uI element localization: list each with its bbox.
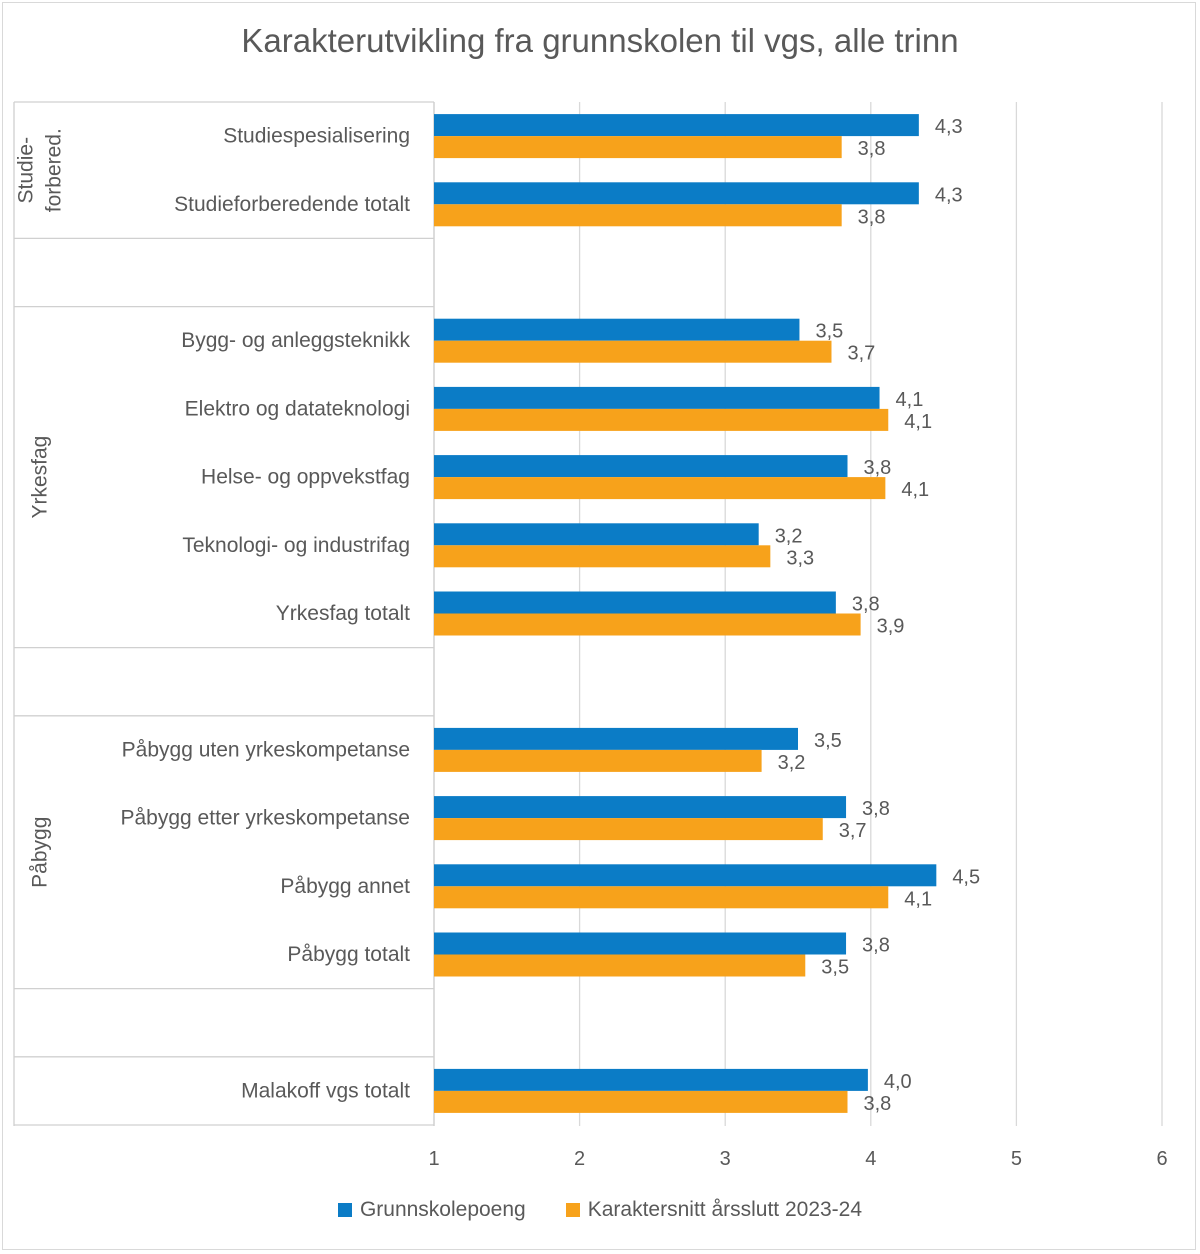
data-label-grunnskolepoeng: 3,8 (852, 594, 880, 616)
group-label-2-line-0: Påbygg (29, 817, 52, 888)
bar-grunnskolepoeng (434, 1068, 868, 1091)
category-label: Teknologi- og industrifag (182, 534, 410, 557)
data-label-karaktersnitt: 3,8 (858, 138, 886, 160)
legend-item-grunnskolepoeng: Grunnskolepoeng (337, 1198, 526, 1222)
bar-karaktersnitt (434, 886, 889, 909)
data-label-karaktersnitt: 3,8 (864, 1093, 892, 1115)
data-label-grunnskolepoeng: 4,3 (935, 116, 963, 138)
x-tick-label-3: 3 (720, 1148, 731, 1170)
category-label: Yrkesfag totalt (276, 602, 410, 625)
x-tick-label-5: 5 (1011, 1148, 1022, 1170)
data-label-karaktersnitt: 3,7 (839, 820, 867, 842)
category-label: Påbygg etter yrkeskompetanse (121, 807, 411, 830)
bar-grunnskolepoeng (434, 114, 919, 137)
x-tick-label-1: 1 (428, 1148, 439, 1170)
category-label: Studieforberedende totalt (174, 193, 410, 216)
data-label-karaktersnitt: 3,2 (778, 752, 806, 774)
data-label-grunnskolepoeng: 4,1 (896, 389, 924, 411)
bar-grunnskolepoeng (434, 932, 847, 955)
category-label: Helse- og oppvekstfag (201, 466, 410, 489)
data-label-grunnskolepoeng: 3,2 (775, 525, 803, 547)
data-label-karaktersnitt: 4,1 (904, 411, 932, 433)
data-label-karaktersnitt: 4,1 (901, 479, 929, 501)
category-label: Studiespesialisering (223, 125, 410, 148)
bar-karaktersnitt (434, 340, 832, 363)
legend-label-grunnskolepoeng: Grunnskolepoeng (359, 1198, 526, 1221)
bar-grunnskolepoeng (434, 455, 848, 478)
data-label-karaktersnitt: 4,1 (904, 888, 932, 910)
group-label-1-line-0: Yrkesfag (29, 436, 52, 519)
data-label-grunnskolepoeng: 3,8 (864, 457, 892, 479)
bar-karaktersnitt (434, 749, 762, 772)
group-label-0-line-1: forbered. (43, 128, 66, 212)
bar-grunnskolepoeng (434, 182, 919, 205)
legend: Grunnskolepoeng Karaktersnitt årsslutt 2… (0, 1198, 1200, 1222)
bar-karaktersnitt (434, 818, 823, 841)
category-label: Påbygg totalt (287, 943, 410, 966)
bar-karaktersnitt (434, 545, 771, 568)
bar-grunnskolepoeng (434, 523, 759, 546)
x-tick-label-2: 2 (574, 1148, 585, 1170)
category-label: Påbygg uten yrkeskompetanse (122, 738, 410, 761)
category-label: Påbygg annet (280, 875, 410, 898)
data-label-karaktersnitt: 3,3 (786, 547, 814, 569)
group-label-0-line-0: Studie- (15, 137, 38, 204)
chart-title: Karakterutvikling fra grunnskolen til vg… (241, 22, 959, 59)
bar-karaktersnitt (434, 954, 806, 977)
bar-karaktersnitt (434, 477, 886, 500)
bar-karaktersnitt (434, 204, 842, 227)
bar-karaktersnitt (434, 408, 889, 431)
bar-karaktersnitt (434, 1090, 848, 1113)
x-tick-label-6: 6 (1156, 1148, 1167, 1170)
data-label-grunnskolepoeng: 4,3 (935, 184, 963, 206)
category-label: Malakoff vgs totalt (241, 1079, 410, 1102)
data-label-grunnskolepoeng: 4,5 (952, 866, 980, 888)
data-label-grunnskolepoeng: 3,5 (815, 321, 843, 343)
data-label-karaktersnitt: 3,8 (858, 206, 886, 228)
bar-grunnskolepoeng (434, 796, 847, 819)
x-tick-label-4: 4 (865, 1148, 876, 1170)
legend-label-karaktersnitt: Karaktersnitt årsslutt 2023-24 (587, 1198, 863, 1221)
data-label-karaktersnitt: 3,5 (821, 957, 849, 979)
bar-grunnskolepoeng (434, 727, 798, 750)
category-label: Elektro og datateknologi (185, 397, 410, 420)
bar-grunnskolepoeng (434, 591, 836, 614)
legend-swatch-karaktersnitt (565, 1203, 580, 1217)
bar-grunnskolepoeng (434, 386, 880, 409)
data-label-karaktersnitt: 3,9 (877, 616, 905, 638)
category-label: Bygg- og anleggsteknikk (181, 329, 410, 352)
bar-grunnskolepoeng (434, 864, 937, 887)
legend-item-karaktersnitt: Karaktersnitt årsslutt 2023-24 (565, 1198, 863, 1222)
bar-karaktersnitt (434, 613, 861, 636)
legend-swatch-grunnskolepoeng (337, 1203, 352, 1217)
data-label-karaktersnitt: 3,7 (847, 343, 875, 365)
data-label-grunnskolepoeng: 3,8 (862, 935, 890, 957)
data-label-grunnskolepoeng: 3,8 (862, 798, 890, 820)
data-label-grunnskolepoeng: 4,0 (884, 1071, 912, 1093)
data-label-grunnskolepoeng: 3,5 (814, 730, 842, 752)
bar-karaktersnitt (434, 136, 842, 159)
bar-grunnskolepoeng (434, 318, 800, 341)
